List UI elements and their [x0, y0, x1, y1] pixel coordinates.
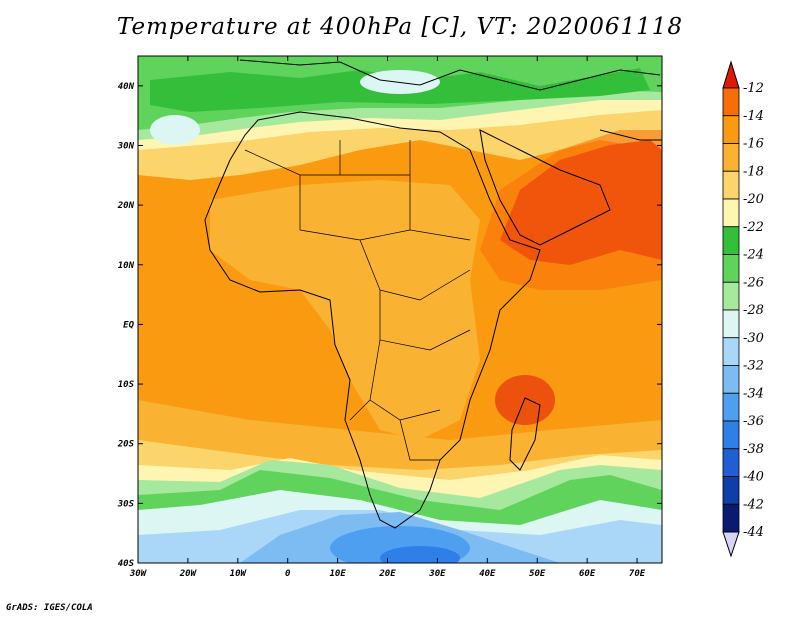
colorbar-swatch — [722, 503, 740, 533]
colorbar-swatch — [722, 337, 740, 366]
x-tick-label: 20E — [378, 569, 396, 579]
colorbar-level-label: -24 — [743, 248, 764, 263]
colorbar-level-label: -44 — [743, 525, 764, 540]
colorbar-swatch — [722, 143, 740, 172]
colorbar-swatch — [722, 281, 740, 311]
colorbar-level-label: -28 — [743, 303, 764, 318]
y-tick-label: EQ — [123, 320, 134, 330]
colorbar-level-label: -14 — [743, 109, 764, 124]
colorbar-level-label: -34 — [743, 386, 764, 401]
y-tick-label: 30S — [117, 499, 135, 509]
coastline-layer — [204, 59, 662, 529]
field-darkorange-arabia — [480, 130, 662, 290]
europe-outline — [239, 59, 661, 91]
colorbar-top-arrow — [722, 60, 740, 89]
colorbar-swatch — [722, 365, 740, 394]
africa-outline — [204, 111, 541, 529]
colorbar-swatch — [722, 170, 740, 200]
madagascar-outline — [509, 397, 541, 471]
colorbar-swatch — [722, 115, 740, 144]
y-tick-label: 20N — [117, 201, 135, 211]
x-axis-ticks: 30W 20W 10W 0 10E 20E 30E 40E 50E 60E 70E — [129, 56, 646, 579]
field-deepblue-core — [380, 546, 460, 563]
colorbar-swatch — [722, 448, 740, 477]
credit-footer: GrADS: IGES/COLA — [6, 603, 93, 613]
map-title: Temperature at 400hPa [C], VT: 202006111… — [116, 14, 684, 40]
x-tick-label: 50E — [529, 569, 546, 579]
colorbar-level-label: -32 — [743, 359, 764, 374]
colorbar-level-label: -40 — [743, 470, 764, 485]
colorbar: -12 -14 -16 -18 -20 -22 -24 -26 -28 -30 -32 -34 -36 -… — [722, 60, 764, 558]
colorbar-swatch — [722, 420, 740, 450]
field-cool-spot-north — [150, 115, 200, 145]
temperature-field — [138, 56, 662, 563]
colorbar-level-label: -12 — [743, 81, 764, 96]
colorbar-swatch — [722, 392, 740, 422]
y-tick-label: 40N — [118, 82, 135, 92]
colorbar-level-label: -30 — [743, 331, 764, 346]
colorbar-swatch — [722, 254, 740, 283]
x-tick-label: 60E — [579, 569, 596, 579]
colorbar-bottom-arrow — [722, 531, 740, 558]
y-tick-label: 20S — [117, 440, 135, 450]
colorbar-level-label: -18 — [743, 164, 764, 179]
y-tick-label: 10S — [118, 380, 135, 390]
colorbar-level-label: -26 — [743, 275, 764, 290]
colorbar-swatch — [722, 198, 740, 228]
x-tick-label: 0 — [285, 569, 291, 579]
x-tick-label: 10E — [329, 569, 346, 579]
arabia-outline — [479, 129, 611, 246]
x-tick-label: 10W — [230, 569, 248, 579]
y-tick-label: 40S — [118, 559, 135, 569]
y-tick-label: 30N — [117, 141, 135, 151]
country-borders — [244, 140, 471, 461]
y-axis-ticks: 40N 30N 20N 10N EQ 10S 20S 30S 40S — [117, 82, 662, 569]
colorbar-swatch — [722, 226, 740, 255]
colorbar-swatch — [722, 309, 740, 339]
y-tick-label: 10N — [118, 261, 135, 271]
asia-outline — [599, 129, 662, 141]
colorbar-level-label: -20 — [743, 192, 764, 207]
x-tick-label: 70E — [629, 569, 646, 579]
colorbar-swatch — [722, 476, 740, 505]
colorbar-swatch — [722, 87, 740, 117]
x-tick-label: 30E — [428, 569, 446, 579]
colorbar-level-label: -36 — [743, 414, 764, 429]
colorbar-level-label: -16 — [743, 137, 764, 152]
field-lightorange-africa — [210, 180, 480, 440]
x-tick-label: 40E — [479, 569, 496, 579]
colorbar-level-label: -22 — [743, 220, 764, 235]
colorbar-level-label: -42 — [743, 497, 764, 512]
x-tick-label: 20W — [179, 569, 198, 579]
x-tick-label: 30W — [129, 569, 148, 579]
colorbar-level-label: -38 — [743, 442, 764, 457]
field-red-madagascar — [495, 375, 555, 425]
plot-frame — [137, 55, 663, 564]
